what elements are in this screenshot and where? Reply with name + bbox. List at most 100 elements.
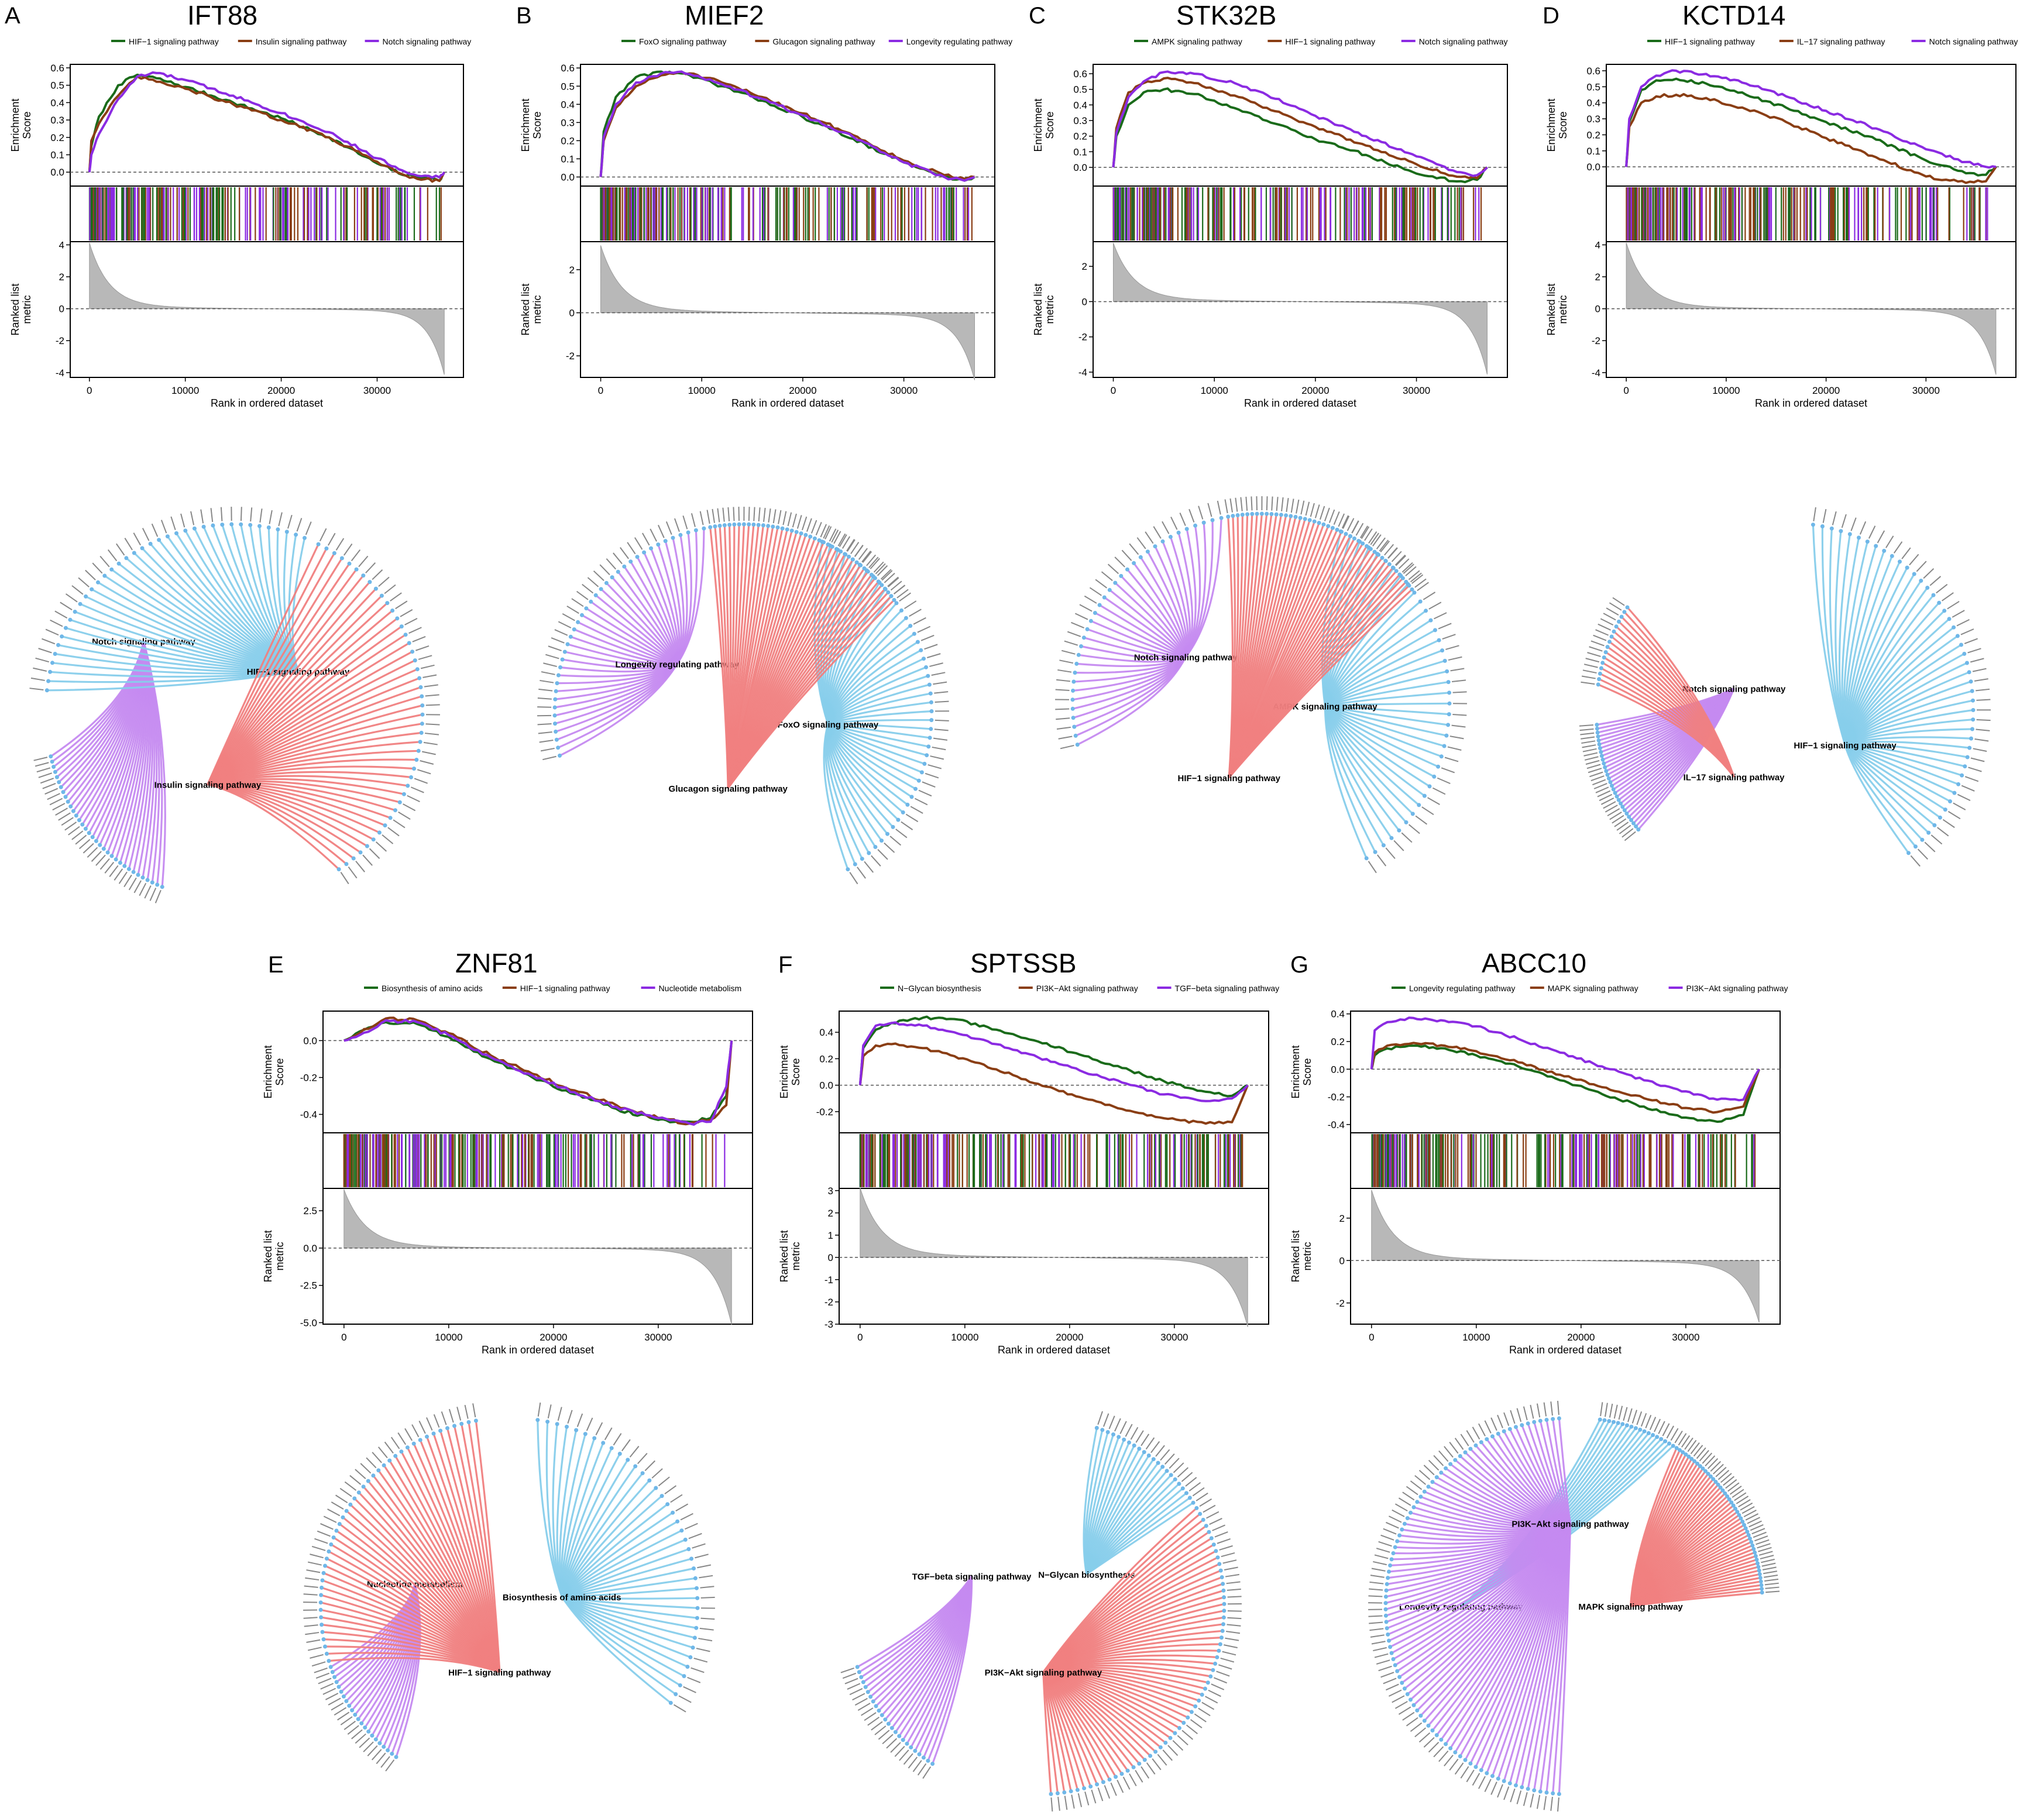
gene-label-glyph (348, 866, 358, 879)
gene-label-glyph (91, 851, 102, 862)
gene-node (1952, 791, 1957, 795)
gene-label-glyph (83, 843, 94, 854)
gene-label-glyph (1286, 497, 1289, 513)
gene-label-glyph (1220, 1657, 1235, 1663)
gene-label-glyph (1557, 1797, 1559, 1812)
gene-node (1602, 761, 1606, 766)
gene-node (1603, 650, 1608, 655)
gene-label-glyph (339, 1487, 352, 1497)
legend-label: TGF−beta signaling pathway (1175, 984, 1280, 993)
gene-node (413, 658, 417, 663)
gene-node (780, 526, 785, 531)
gene-node (1142, 1758, 1147, 1762)
gene-node (1502, 1779, 1506, 1783)
gene-node (1532, 1420, 1537, 1424)
gene-node (220, 523, 225, 527)
gene-label-glyph (1406, 1486, 1418, 1496)
gene-node (48, 669, 53, 674)
gene-label-glyph (895, 829, 908, 838)
gene-label-glyph (1394, 1700, 1408, 1709)
gene-node (1882, 548, 1887, 553)
gene-node (1069, 1789, 1073, 1793)
gene-node (324, 1556, 329, 1561)
gene-label-glyph (1490, 1781, 1497, 1795)
gene-node (599, 587, 603, 592)
gene-node (1964, 661, 1969, 665)
gene-node (276, 527, 280, 532)
gene-label-glyph (1449, 1758, 1459, 1771)
gene-label-glyph (1201, 1702, 1215, 1710)
gene-node (1191, 1500, 1196, 1505)
gene-label-glyph (1708, 1458, 1719, 1469)
gene-node (568, 634, 573, 639)
gene-label-glyph (30, 677, 45, 681)
gene-node (1380, 555, 1385, 560)
network-edge (562, 1596, 698, 1600)
gene-node (565, 1424, 569, 1429)
gene-label-glyph (372, 1452, 382, 1463)
gene-label-glyph (700, 1617, 715, 1620)
legend-label: Notch signaling pathway (383, 37, 472, 46)
gene-label-glyph (1256, 496, 1258, 511)
gene-label-glyph (1281, 497, 1284, 511)
gene-label-glyph (1585, 658, 1600, 663)
gene-label-glyph (1079, 604, 1093, 612)
gene-label-glyph (1923, 568, 1935, 579)
ranked-y-tick-label: -2 (56, 335, 64, 346)
gene-label-glyph (325, 1693, 339, 1700)
gene-node (1173, 1477, 1177, 1482)
gene-node (68, 804, 73, 809)
gene-node (1326, 524, 1331, 528)
network-edge (1228, 589, 1413, 778)
gene-node (1532, 1788, 1537, 1793)
gene-label-glyph (1600, 798, 1614, 805)
gene-label-glyph (1398, 558, 1410, 569)
gene-label-glyph (1536, 1795, 1541, 1809)
es-y-tick-label: 0.1 (50, 150, 64, 161)
ranked-y-axis-label: Ranked listmetric (262, 1230, 286, 1282)
gene-node (1222, 1595, 1227, 1600)
gene-label-glyph (1717, 1469, 1730, 1480)
gene-node (73, 610, 77, 614)
gene-label-glyph (408, 627, 422, 634)
x-axis-label: Rank in ordered dataset (731, 397, 844, 409)
gene-node (284, 530, 289, 534)
legend-label: Longevity regulating pathway (1409, 984, 1515, 993)
gene-node (1390, 565, 1395, 570)
network-edge (207, 558, 343, 785)
gene-label-glyph (699, 1575, 713, 1579)
es-series-line (343, 1019, 733, 1126)
gene-label-glyph (1859, 521, 1867, 535)
network-edge (676, 528, 705, 665)
es-y-tick-label: 0.2 (50, 132, 64, 143)
gene-node (896, 817, 901, 822)
gene-label-glyph (190, 511, 195, 525)
gene-node (1713, 1480, 1718, 1484)
gene-node (1960, 773, 1964, 778)
gene-label-glyph (310, 1554, 324, 1559)
gene-node (1857, 535, 1861, 540)
gene-label-glyph (323, 1515, 337, 1523)
network-edge (207, 588, 377, 785)
network-edge (1324, 705, 1425, 797)
legend: HIF−1 signaling pathway IL−17 signaling p… (1647, 37, 2018, 46)
gene-label-glyph (642, 532, 650, 546)
gene-label-glyph (355, 860, 365, 872)
gene-label-glyph (1181, 1730, 1194, 1740)
gene-node (1444, 733, 1449, 738)
gene-node (909, 795, 914, 799)
gene-node (1422, 793, 1427, 798)
gene-label-glyph (1478, 1423, 1486, 1436)
gene-node (84, 594, 88, 599)
gene-label-glyph (1405, 566, 1417, 576)
gene-label-glyph (1974, 738, 1989, 742)
gene-node (1119, 1772, 1124, 1776)
gene-label-glyph (682, 515, 688, 530)
gene-label-glyph (78, 577, 90, 587)
gene-node (1514, 1425, 1518, 1429)
gene-label-glyph (650, 528, 657, 542)
gene-label-glyph (899, 1750, 909, 1761)
gene-label-glyph (38, 648, 52, 654)
gene-node (1409, 1510, 1413, 1515)
